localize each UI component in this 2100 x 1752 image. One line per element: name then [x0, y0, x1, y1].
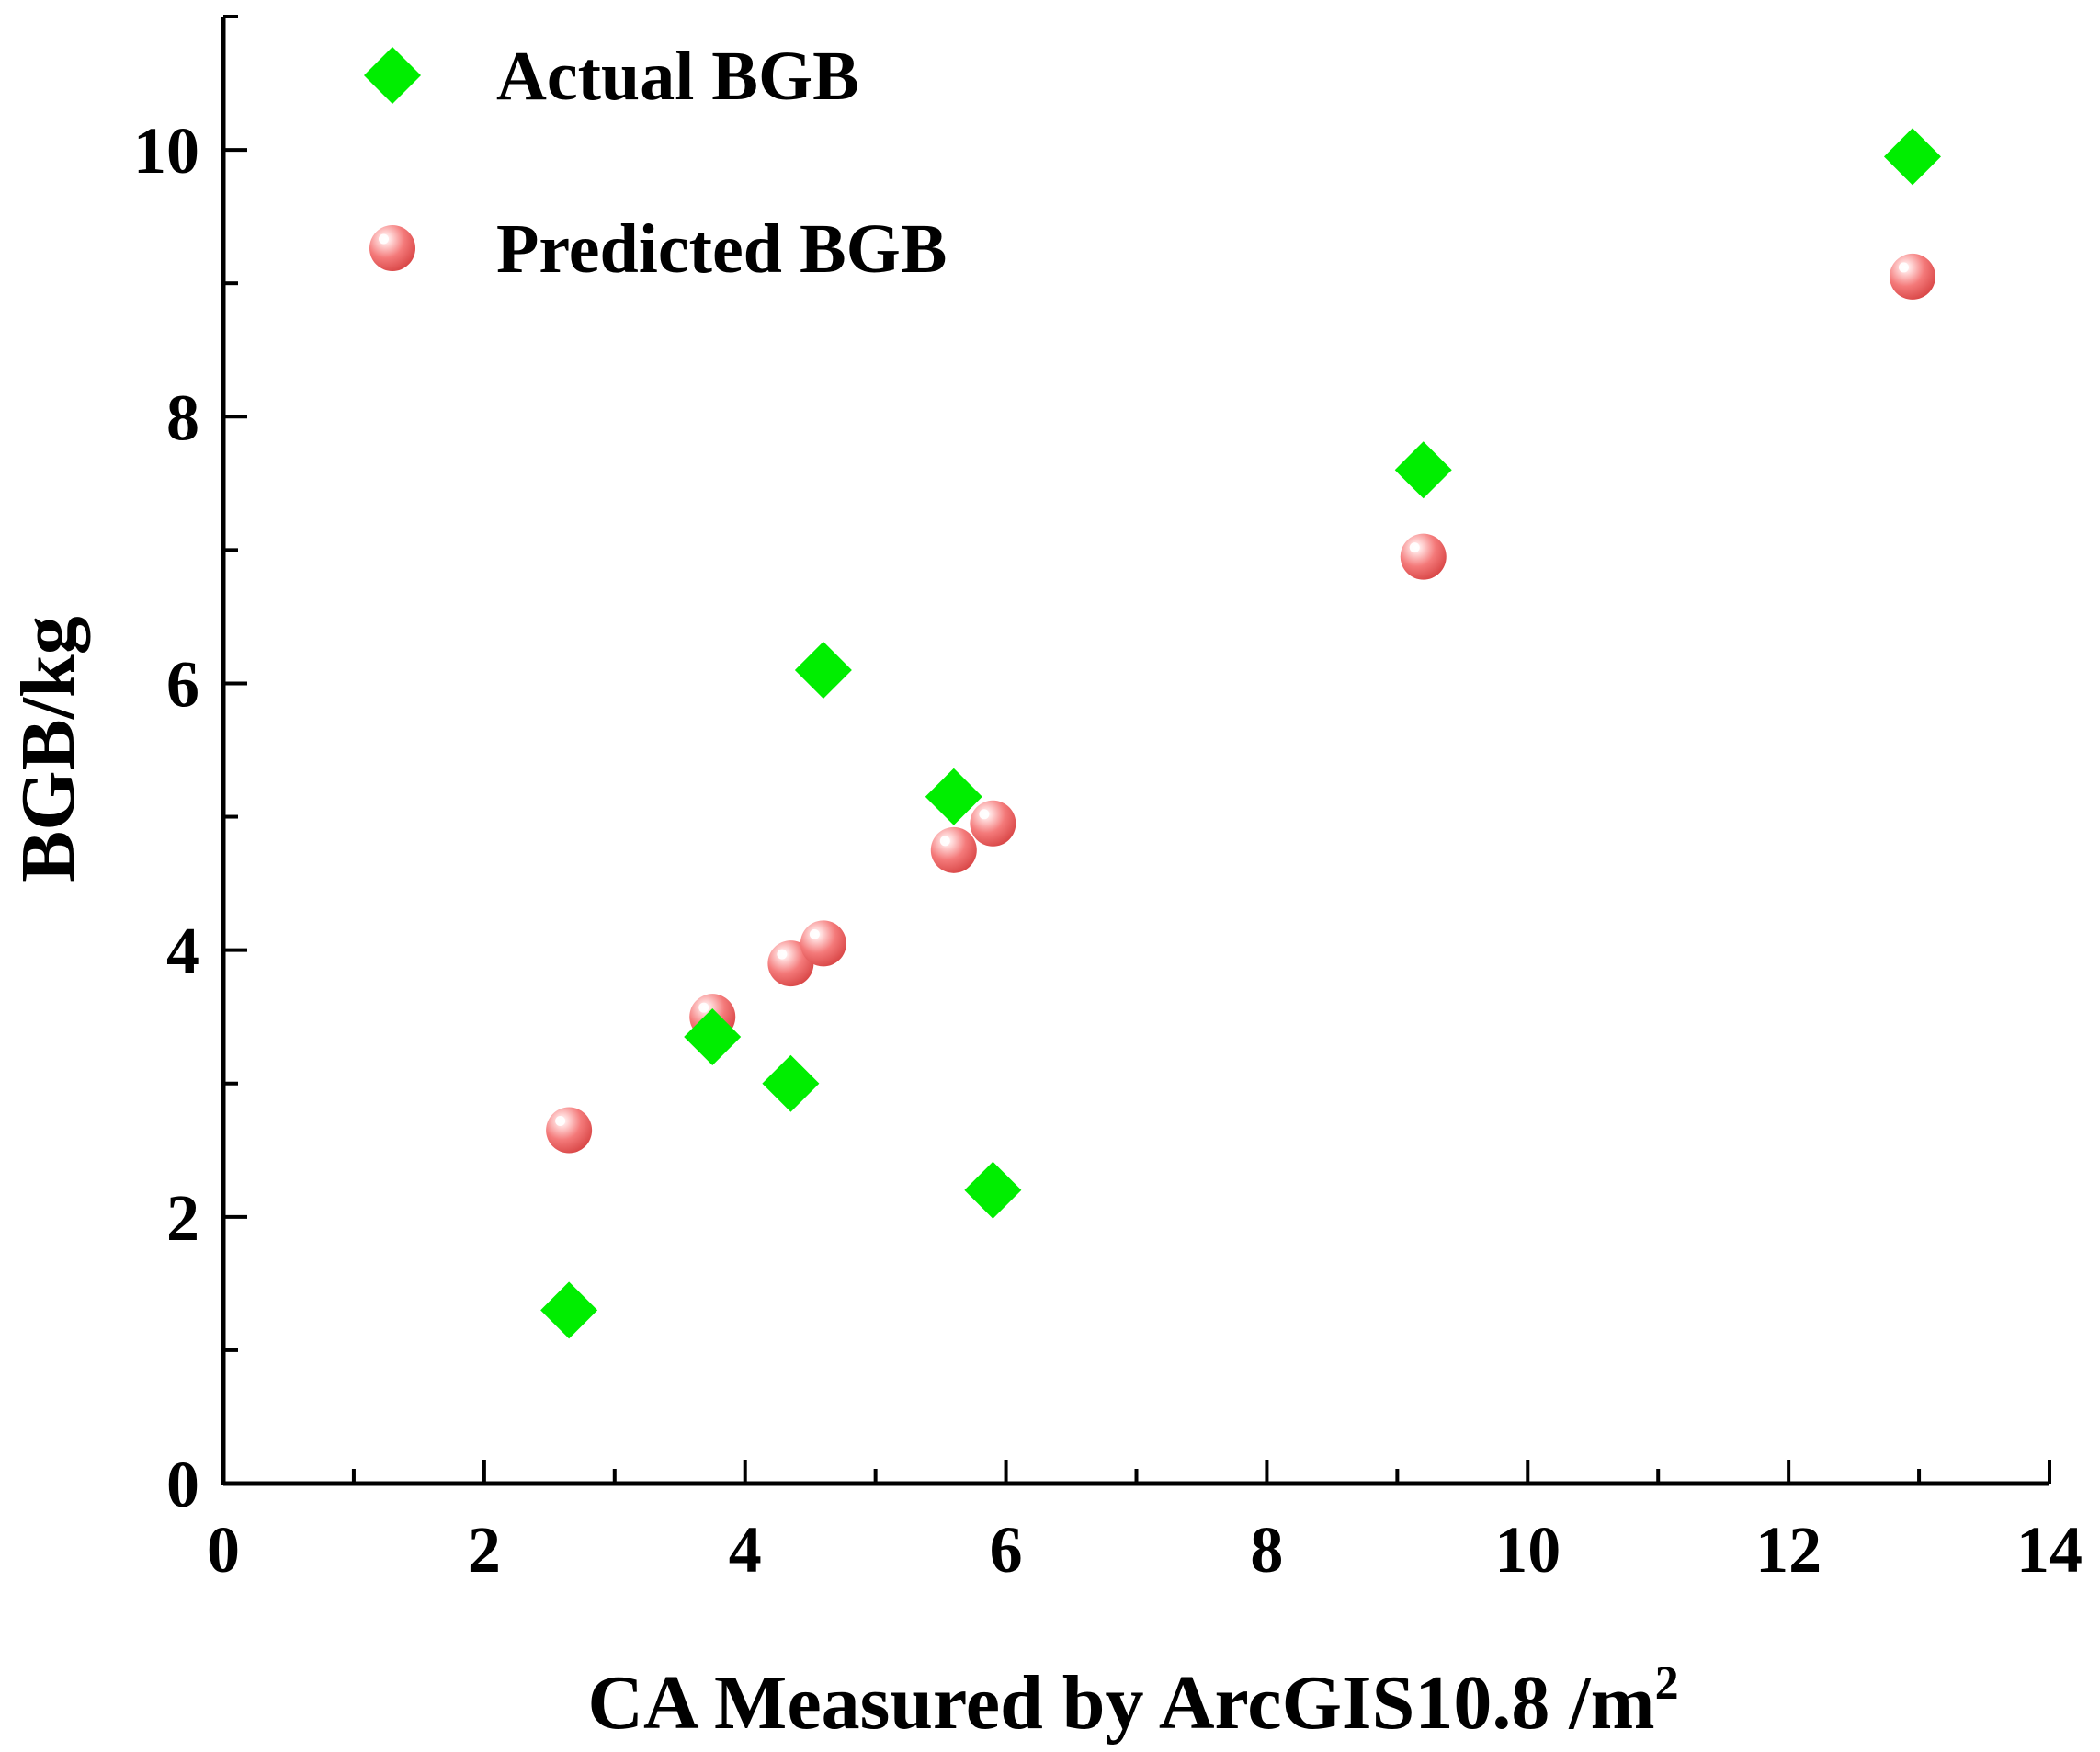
legend-predicted-label: Predicted BGB: [496, 210, 947, 288]
ticks: 0 2 4 6 8 10 12 14 0 2 4 6 8 10: [133, 15, 2083, 1587]
sphere-body: [930, 826, 977, 873]
sphere-highlight: [939, 836, 950, 847]
legend: Actual BGB Predicted BGB: [364, 38, 947, 288]
actual-bgb-point: [925, 768, 982, 825]
actual-bgb-point: [1394, 441, 1452, 499]
y-tick-label: 0: [166, 1448, 199, 1521]
actual-bgb-point: [964, 1161, 1022, 1219]
sphere-highlight: [979, 809, 990, 820]
predicted-bgb-point: [1889, 253, 1935, 300]
sphere-body: [1400, 533, 1447, 580]
sphere-highlight: [698, 1002, 709, 1013]
y-tick-label: 6: [166, 647, 199, 721]
x-tick-label: 8: [1250, 1513, 1283, 1587]
sphere-highlight: [809, 928, 820, 939]
sphere-body: [970, 800, 1016, 847]
legend-actual-label: Actual BGB: [496, 38, 859, 115]
data-points: [540, 128, 1941, 1339]
x-axis-title-superscript: 2: [1655, 1657, 1679, 1710]
y-tick-label: 8: [166, 381, 199, 454]
sphere-highlight: [1409, 542, 1420, 553]
actual-bgb-point: [684, 1007, 742, 1065]
y-axis-title: BGB/kg: [6, 616, 91, 882]
actual-bgb-point: [762, 1054, 820, 1112]
x-tick-label: 4: [729, 1513, 762, 1587]
actual-bgb-point: [540, 1281, 598, 1339]
sphere-highlight: [777, 949, 788, 960]
legend-actual-marker: [364, 47, 421, 104]
x-axis-title: CA Measured by ArcGIS10.8 /m2: [587, 1657, 1678, 1746]
actual-bgb-point: [1883, 128, 1941, 186]
predicted-bgb-point: [800, 920, 846, 967]
x-tick-label: 12: [1755, 1513, 1822, 1587]
predicted-bgb-point: [546, 1107, 593, 1154]
sphere-body: [1889, 253, 1935, 300]
predicted-bgb-point: [1400, 533, 1447, 580]
x-tick-label: 6: [990, 1513, 1023, 1587]
y-tick-label: 4: [166, 915, 199, 988]
x-tick-label: 0: [207, 1513, 240, 1587]
sphere-highlight: [1898, 262, 1909, 273]
x-tick-label: 2: [468, 1513, 501, 1587]
predicted-bgb-point: [930, 826, 977, 873]
sphere-body: [546, 1107, 593, 1154]
sphere-body: [800, 920, 846, 967]
y-tick-label: 10: [133, 114, 199, 188]
x-tick-label: 10: [1494, 1513, 1561, 1587]
legend-predicted-marker: [369, 225, 415, 271]
actual-bgb-point: [794, 641, 852, 699]
sphere-highlight: [379, 233, 389, 245]
predicted-bgb-point: [970, 800, 1016, 847]
sphere-highlight: [555, 1116, 566, 1127]
x-tick-label: 14: [2016, 1513, 2083, 1587]
sphere-body: [369, 225, 415, 271]
y-tick-label: 2: [166, 1181, 199, 1255]
